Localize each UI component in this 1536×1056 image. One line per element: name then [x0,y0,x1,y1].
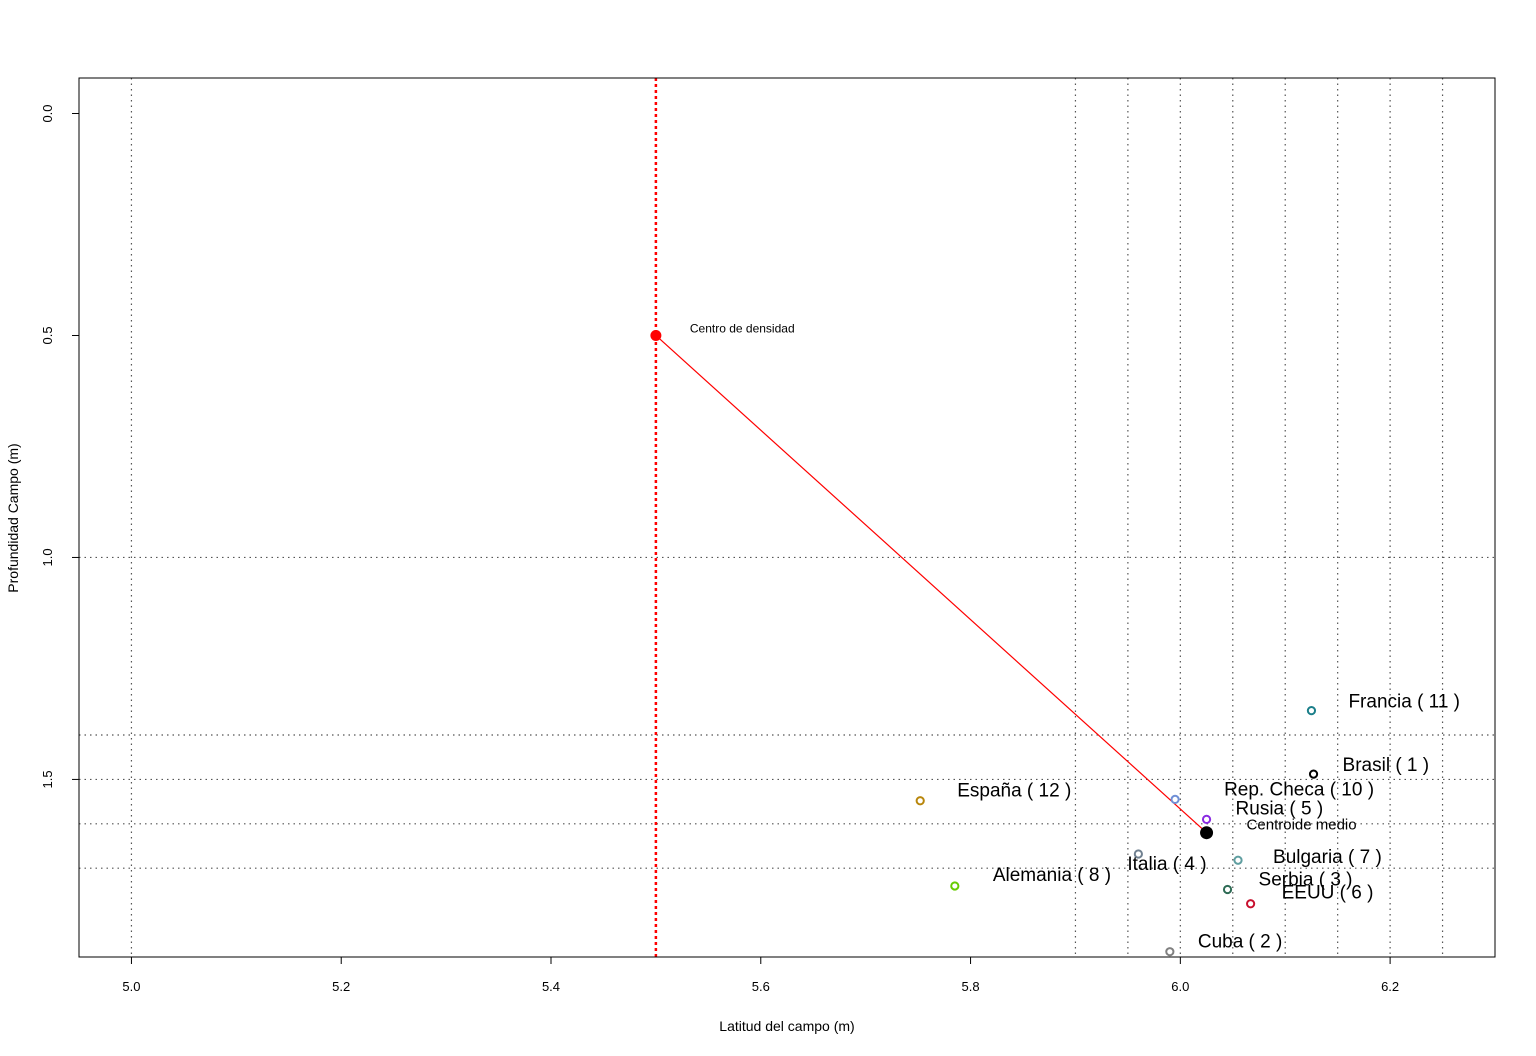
data-point [950,881,960,891]
mean-centroid-point [1200,826,1214,840]
grid-layer [79,78,1495,957]
density-center-label: Centro de densidad [690,321,795,335]
x-tick-label: 6.0 [1171,979,1189,994]
x-tick-label: 5.2 [332,979,350,994]
y-tick-label: 0.0 [40,104,55,122]
x-tick-label: 5.4 [542,979,560,994]
y-axis-title: Profundidad Campo (m) [5,443,21,592]
data-point [1246,899,1256,909]
data-point-label: Cuba ( 2 ) [1198,932,1282,953]
data-point-label: Alemania ( 8 ) [993,865,1111,886]
data-point-label: EEUU ( 6 ) [1282,883,1374,904]
x-tick-label: 5.8 [962,979,980,994]
points-layer [650,329,1319,957]
x-tick-label: 6.2 [1381,979,1399,994]
y-tick-label: 1.0 [40,548,55,566]
data-point [1133,849,1143,859]
data-point-label: Rusia ( 5 ) [1236,798,1324,819]
y-tick-label: 1.5 [40,770,55,788]
labels-layer: Francia ( 11 ) Brasil ( 1 ) Rep. Checa ( 1… [690,321,1460,952]
data-point-label: Serbia ( 3 ) [1259,870,1353,891]
data-point [1233,855,1243,865]
x-axis-title: Latitud del campo (m) [719,1018,854,1034]
mean-centroid-label: Centroide medio [1247,817,1357,834]
data-point-label: Italia ( 4 ) [1127,854,1206,875]
y-tick-label: 0.5 [40,326,55,344]
x-tick-label: 5.6 [752,979,770,994]
data-point-label: Rep. Checa ( 10 ) [1224,779,1374,800]
x-axis: 5.0 5.2 5.4 5.6 5.8 6.0 6.2 [122,957,1399,994]
plot-frame [78,77,1496,958]
reference-layer [654,78,1207,957]
data-point-label: Brasil ( 1 ) [1343,755,1430,776]
data-point [915,796,925,806]
data-point [1165,947,1175,957]
data-point [1222,884,1233,895]
data-point [1308,769,1319,779]
data-point [1306,706,1317,716]
data-point-label: Francia ( 11 ) [1348,692,1460,713]
density-center-point [650,329,662,341]
data-point [1170,794,1180,805]
data-point [1201,814,1212,824]
centroid-connector-line [655,335,1207,834]
data-point-label: Bulgaria ( 7 ) [1273,847,1382,868]
y-axis: 0.0 0.5 1.0 1.5 [40,104,79,788]
data-point-label: España ( 12 ) [957,781,1071,802]
x-tick-label: 5.0 [122,979,140,994]
